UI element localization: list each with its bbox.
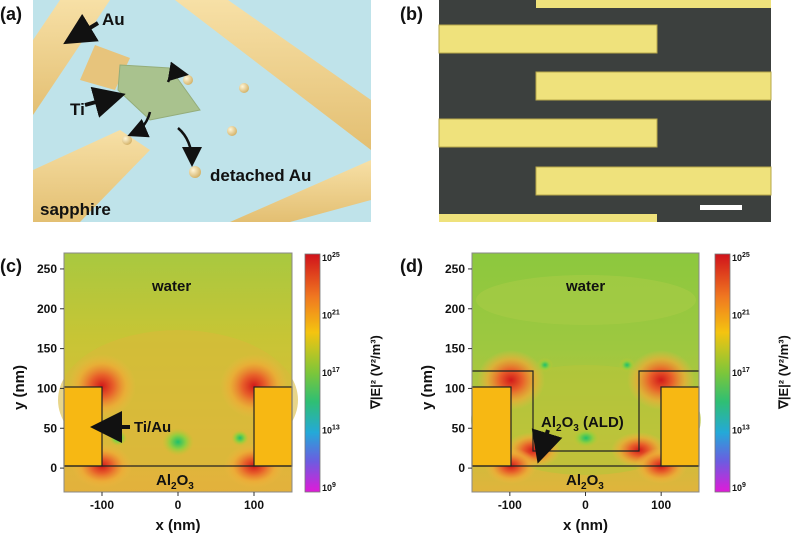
- colorbar-label-d: ∇|E|² (V²/m³): [776, 335, 791, 410]
- y-tick-label: 0: [458, 461, 465, 475]
- y-axis-label: y (nm): [419, 365, 436, 410]
- x-axis-label: x (nm): [156, 517, 201, 534]
- x-tick-label: 100: [244, 498, 264, 512]
- axes-d: -100 0 100 0 50 100 150 200 250 x (nm) y (nm): [419, 262, 671, 534]
- au-particle: [189, 166, 201, 178]
- y-tick-label: 100: [37, 381, 57, 395]
- panel-d: (d) water Al2O3 Al2O3 (ALD) -100 0 100 0 50 1…: [400, 252, 791, 534]
- arrow-ald: [531, 428, 563, 464]
- field-map-c: [58, 253, 298, 492]
- colorbar-tick-label: 1017: [322, 367, 340, 378]
- y-tick-label: 50: [452, 421, 466, 435]
- colorbar-c: [304, 253, 321, 493]
- x-tick-label: -100: [90, 498, 114, 512]
- colorbar-tick-label: 1017: [732, 367, 750, 378]
- x-tick-label: 100: [651, 498, 671, 512]
- au-particle: [183, 75, 193, 85]
- arrow-detach: [177, 127, 202, 167]
- water-label-c: water: [151, 278, 191, 295]
- electrode-left-c: [63, 386, 103, 467]
- arrow-detach: [166, 61, 189, 83]
- au-label: Au: [102, 10, 125, 29]
- electrode-right-d: [660, 386, 700, 467]
- gold-bar-top-right: [175, 0, 371, 150]
- y-tick-label: 200: [445, 302, 465, 316]
- ti-layer: [117, 64, 201, 121]
- x-tick-label: -100: [498, 498, 522, 512]
- colorbar-ticks-c: 1025 1021 1017 1013 109: [322, 252, 340, 493]
- water-label-d: water: [565, 278, 605, 295]
- y-tick-label: 250: [445, 262, 465, 276]
- colorbar-tick-label: 1021: [732, 310, 750, 321]
- colorbar-tick-label: 1025: [322, 252, 340, 263]
- arrow-detach: [127, 111, 152, 138]
- electrode-left: [439, 214, 657, 222]
- substrate-label-c: Al2O3: [156, 472, 194, 492]
- x-axis-label: x (nm): [563, 517, 608, 534]
- electrode-right: [535, 71, 772, 101]
- panel-a-label: (a): [0, 4, 22, 24]
- arrow-ti: [84, 86, 126, 118]
- colorbar-d: [714, 253, 731, 493]
- y-tick-label: 150: [445, 342, 465, 356]
- electrode-left: [438, 118, 658, 148]
- gold-bar-bottom-left: [33, 130, 150, 222]
- sapphire-label: sapphire: [40, 200, 111, 219]
- colorbar-tick-label: 1013: [322, 425, 340, 436]
- y-tick-label: 200: [37, 302, 57, 316]
- colorbar-label-c: ∇|E|² (V²/m³): [368, 335, 383, 410]
- y-tick-label: 250: [37, 262, 57, 276]
- x-tick-label: 0: [582, 498, 589, 512]
- panel-c: (c) water Al2O3 Ti/Au -100 0 100 0 50 100 150 2…: [0, 252, 383, 534]
- electrode-right-c: [253, 386, 293, 467]
- panel-b: (b): [400, 0, 772, 222]
- scale-bar: [700, 205, 742, 210]
- ald-label: Al2O3 (ALD): [541, 414, 624, 434]
- y-tick-label: 100: [445, 381, 465, 395]
- axes-c: -100 0 100 0 50 100 150 200 250 x (nm) y (nm): [11, 262, 264, 534]
- colorbar-ticks-d: 1025 1021 1017 1013 109: [732, 252, 750, 493]
- ti-label: Ti: [70, 100, 85, 119]
- colorbar-tick-label: 1025: [732, 252, 750, 263]
- y-tick-label: 150: [37, 342, 57, 356]
- colorbar-tick-label: 1021: [322, 310, 340, 321]
- y-axis-label: y (nm): [11, 365, 28, 410]
- electrode-left-d: [471, 386, 512, 467]
- colorbar-tick-label: 109: [322, 482, 336, 493]
- electrode-left: [438, 24, 658, 54]
- colorbar-tick-label: 109: [732, 482, 746, 493]
- gold-bar-end: [80, 45, 130, 90]
- au-particle: [239, 83, 249, 93]
- electrode-right: [535, 166, 772, 196]
- detached-au-label: detached Au: [210, 166, 311, 185]
- panel-d-label: (d): [400, 256, 423, 276]
- arrow-au: [63, 13, 100, 45]
- colorbar-tick-label: 1013: [732, 425, 750, 436]
- electrode-right: [536, 0, 771, 8]
- y-tick-label: 0: [50, 461, 57, 475]
- x-tick-label: 0: [175, 498, 182, 512]
- field-map-d: [471, 253, 701, 492]
- ald-layer-outline: [472, 370, 699, 452]
- tiau-label: Ti/Au: [134, 419, 171, 436]
- y-tick-label: 50: [44, 421, 58, 435]
- panel-c-label: (c): [0, 256, 22, 276]
- au-particle: [122, 135, 132, 145]
- panel-b-label: (b): [400, 4, 423, 24]
- au-particle: [227, 126, 237, 136]
- gold-bar-bottom-right: [230, 160, 371, 222]
- panel-a: (a) Au Ti detached Au sapphire: [0, 0, 371, 222]
- substrate-label-d: Al2O3: [566, 472, 604, 492]
